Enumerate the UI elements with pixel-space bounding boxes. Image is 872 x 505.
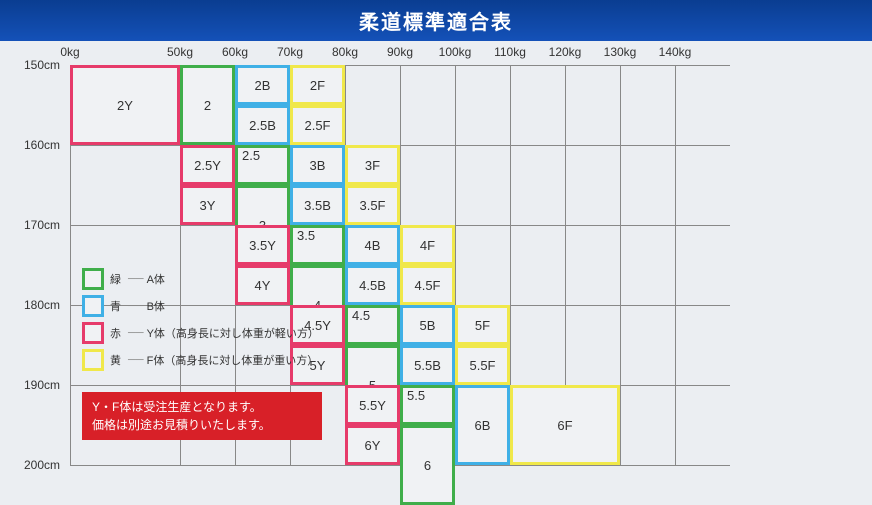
gridline-v xyxy=(675,65,676,465)
size-cell-4-5: 4.5 xyxy=(345,305,400,345)
legend-label: A体 xyxy=(147,271,165,287)
size-cell-5-5F: 5.5F xyxy=(455,345,510,385)
x-axis-label: 80kg xyxy=(325,45,365,59)
size-cell-6F: 6F xyxy=(510,385,620,465)
size-cell-6: 6 xyxy=(400,425,455,505)
size-cell-3F: 3F xyxy=(345,145,400,185)
size-cell-2-5F: 2.5F xyxy=(290,105,345,145)
gridline-v xyxy=(620,65,621,465)
legend-label: F体（高身長に対し体重が重い方） xyxy=(147,352,319,368)
legend-prefix: 緑 xyxy=(110,271,121,287)
legend-row: 緑 ──A体 xyxy=(82,268,319,290)
size-cell-2: 2 xyxy=(180,65,235,145)
y-axis-label: 200cm xyxy=(20,458,60,472)
gridline-h xyxy=(70,145,730,146)
size-cell-4-5B: 4.5B xyxy=(345,265,400,305)
y-axis-label: 170cm xyxy=(20,218,60,232)
size-cell-5-5Y: 5.5Y xyxy=(345,385,400,425)
y-axis-label: 180cm xyxy=(20,298,60,312)
legend-row: 黄 ──F体（高身長に対し体重が重い方） xyxy=(82,349,319,371)
x-axis-label: 50kg xyxy=(160,45,200,59)
size-cell-2B: 2B xyxy=(235,65,290,105)
y-axis-label: 160cm xyxy=(20,138,60,152)
size-cell-5B: 5B xyxy=(400,305,455,345)
legend-prefix: 黄 xyxy=(110,352,121,368)
size-cell-4-5F: 4.5F xyxy=(400,265,455,305)
legend-label: B体 xyxy=(147,298,165,314)
size-cell-5-5B: 5.5B xyxy=(400,345,455,385)
size-cell-3-5Y: 3.5Y xyxy=(235,225,290,265)
legend-dash: ── xyxy=(128,354,144,366)
legend-prefix: 青 xyxy=(110,298,121,314)
legend-dash: ── xyxy=(128,273,144,285)
note-line-1: Y・F体は受注生産となります。 xyxy=(92,398,312,416)
size-cell-3Y: 3Y xyxy=(180,185,235,225)
legend-prefix: 赤 xyxy=(110,325,121,341)
legend: 緑──A体青──B体赤──Y体（高身長に対し体重が軽い方）黄──F体（高身長に対… xyxy=(82,268,319,376)
x-axis-label: 0kg xyxy=(50,45,90,59)
legend-swatch-green xyxy=(82,268,104,290)
page: 柔道標準適合表 0kg 50kg 60kg 70kg 80kg 90kg 100kg 110k… xyxy=(0,0,872,500)
legend-swatch-blue xyxy=(82,295,104,317)
size-cell-6Y: 6Y xyxy=(345,425,400,465)
legend-swatch-yellow xyxy=(82,349,104,371)
x-axis-label: 90kg xyxy=(380,45,420,59)
size-cell-5-5: 5.5 xyxy=(400,385,455,425)
size-cell-2-5: 2.5 xyxy=(235,145,290,185)
legend-label: Y体（高身長に対し体重が軽い方） xyxy=(147,325,319,341)
x-axis-label: 70kg xyxy=(270,45,310,59)
page-title: 柔道標準適合表 xyxy=(0,0,872,41)
x-axis-label: 140kg xyxy=(655,45,695,59)
size-cell-3-5: 3.5 xyxy=(290,225,345,265)
note-line-2: 価格は別途お見積りいたします。 xyxy=(92,416,312,434)
x-axis-label: 110kg xyxy=(490,45,530,59)
x-axis-label: 100kg xyxy=(435,45,475,59)
y-axis-label: 190cm xyxy=(20,378,60,392)
x-axis-label: 130kg xyxy=(600,45,640,59)
legend-dash: ── xyxy=(128,300,144,312)
size-cell-3-5F: 3.5F xyxy=(345,185,400,225)
size-cell-3B: 3B xyxy=(290,145,345,185)
legend-dash: ── xyxy=(128,327,144,339)
size-cell-4F: 4F xyxy=(400,225,455,265)
note-box: Y・F体は受注生産となります。 価格は別途お見積りいたします。 xyxy=(82,392,322,440)
y-axis-label: 150cm xyxy=(20,58,60,72)
size-cell-4B: 4B xyxy=(345,225,400,265)
legend-swatch-red xyxy=(82,322,104,344)
size-cell-2Y: 2Y xyxy=(70,65,180,145)
size-cell-2-5Y: 2.5Y xyxy=(180,145,235,185)
size-cell-3-5B: 3.5B xyxy=(290,185,345,225)
legend-row: 赤 ──Y体（高身長に対し体重が軽い方） xyxy=(82,322,319,344)
size-cell-6B: 6B xyxy=(455,385,510,465)
size-cell-5F: 5F xyxy=(455,305,510,345)
size-cell-2-5B: 2.5B xyxy=(235,105,290,145)
x-axis-label: 120kg xyxy=(545,45,585,59)
x-axis-label: 60kg xyxy=(215,45,255,59)
size-cell-2F: 2F xyxy=(290,65,345,105)
legend-row: 青 ──B体 xyxy=(82,295,319,317)
